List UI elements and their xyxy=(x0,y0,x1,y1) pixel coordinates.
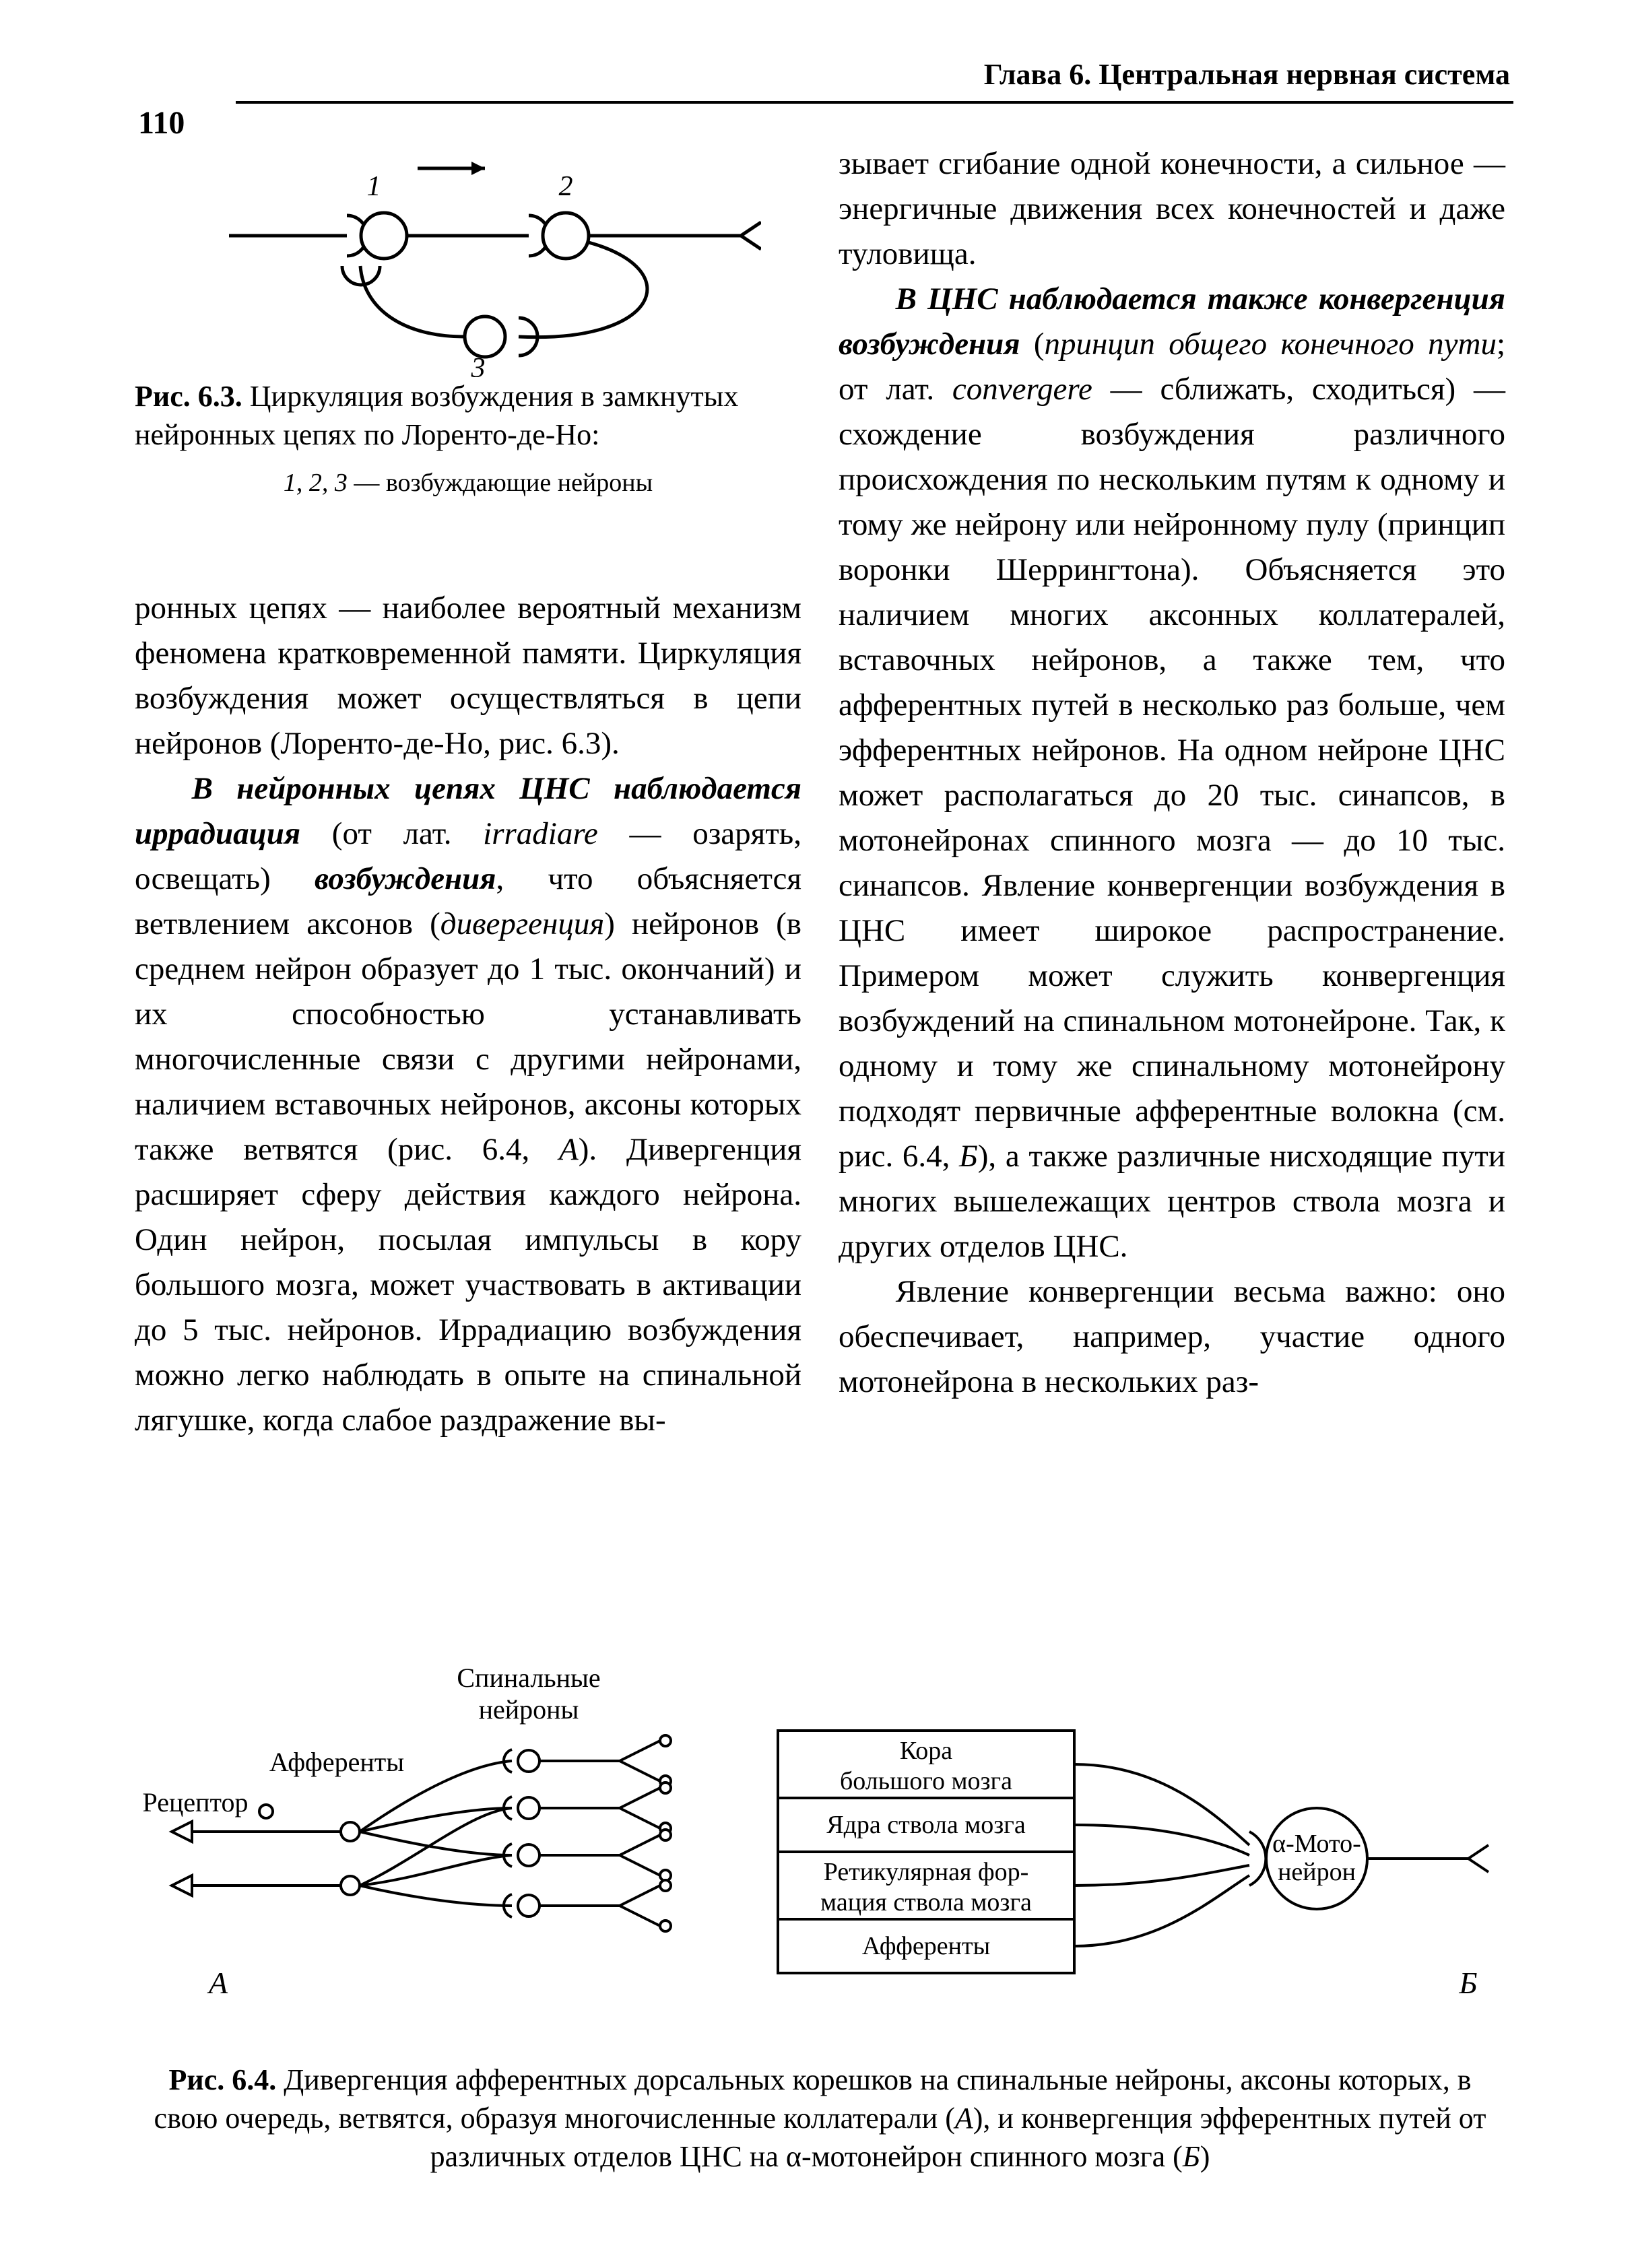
fig64-moto-l1: α-Мото- xyxy=(1272,1830,1361,1858)
header-rule xyxy=(236,101,1513,104)
figure-6-3-caption: Рис. 6.3. Циркуляция возбуждения в замкн… xyxy=(135,377,801,454)
fig64-box3-l1: Ретикулярная фор- xyxy=(824,1858,1029,1886)
fig63-label-2: 2 xyxy=(559,171,573,202)
fig64-label-afferents-top: Афференты xyxy=(269,1747,404,1777)
fig64-moto-l2: нейрон xyxy=(1278,1858,1356,1886)
fig64-label-spinal-l1: Спинальные xyxy=(457,1663,600,1693)
body-column-left: ронных цепях — наиболее вероятный механи… xyxy=(135,586,801,1616)
fig64-cap-A: А xyxy=(955,2102,973,2135)
fig64-label-spinal-l2: нейроны xyxy=(479,1694,579,1725)
fig64-box3-l2: мация ствола мозга xyxy=(820,1888,1032,1916)
fig64-panel-B-label: Б xyxy=(1458,1966,1477,2000)
figure-6-3-sub-rest: — возбуждающие нейроны xyxy=(348,469,653,497)
figure-6-4-diagram: Спинальные нейроны Афференты Рецептор А xyxy=(135,1657,1505,2034)
fig63-label-3: 3 xyxy=(471,353,486,377)
figure-6-3-sub-italic: 1, 2, 3 xyxy=(284,469,348,497)
chapter-header: Глава 6. Центральная нервная система xyxy=(984,57,1510,92)
left-p2: В нейронных цепях ЦНС наблюдается ирради… xyxy=(135,766,801,1443)
fig64-box2: Ядра ствола мозга xyxy=(826,1811,1026,1839)
fig64-cap-3: ) xyxy=(1200,2140,1210,2173)
figure-6-3-subcaption: 1, 2, 3 — возбуждающие нейроны xyxy=(135,468,801,498)
page: Глава 6. Центральная нервная система 110 xyxy=(0,0,1638,2268)
fig64-panel-A-label: А xyxy=(207,1966,228,2000)
fig63-label-1: 1 xyxy=(367,171,381,202)
fig64-cap-B: Б xyxy=(1183,2140,1200,2173)
left-p1: ронных цепях — наиболее вероятный механи… xyxy=(135,586,801,766)
fig64-label-receptor: Рецептор xyxy=(143,1787,249,1817)
fig64-box1-l1: Кора xyxy=(900,1737,952,1765)
right-p0: зывает сгибание одной конечности, а силь… xyxy=(839,141,1505,277)
right-p1: В ЦНС наблюдается также конвергенция воз… xyxy=(839,277,1505,1269)
fig64-box1-l2: большого мозга xyxy=(840,1767,1012,1795)
figure-6-3-diagram: 1 2 3 xyxy=(229,128,761,377)
figure-6-4-caption-label: Рис. 6.4. xyxy=(168,2063,276,2096)
fig64-box4: Афференты xyxy=(862,1932,990,1960)
body-column-right: зывает сгибание одной конечности, а силь… xyxy=(839,141,1505,1616)
figure-6-3-caption-label: Рис. 6.3. xyxy=(135,380,242,413)
figure-6-4-caption: Рис. 6.4. Дивергенция афферентных дорсал… xyxy=(135,2061,1505,2176)
right-p2: Явление конвергенции весьма важно: оно о… xyxy=(839,1269,1505,1405)
page-number: 110 xyxy=(138,104,185,141)
